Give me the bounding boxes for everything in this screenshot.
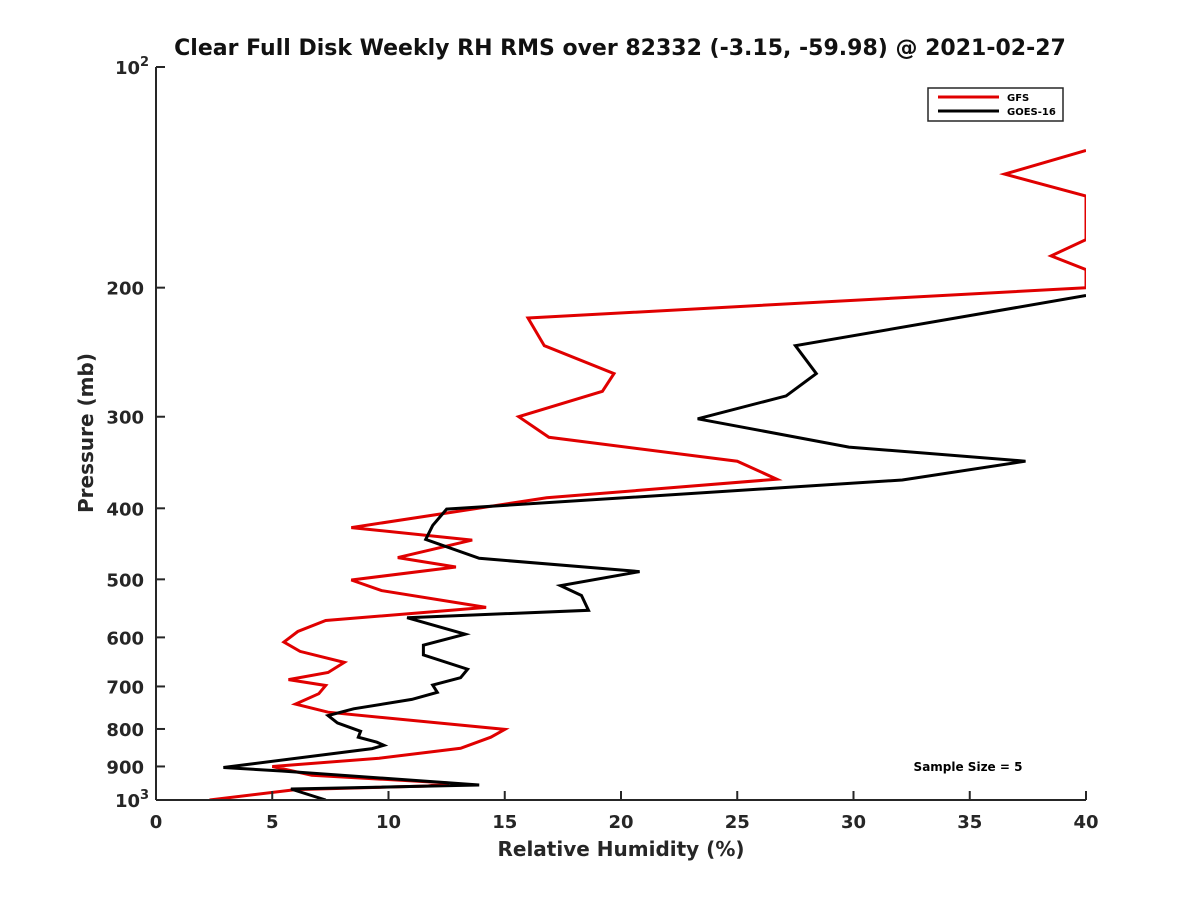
y-tick-label: 600 — [106, 628, 144, 649]
x-tick-label: 35 — [957, 812, 982, 833]
y-tick-exponent: 2 — [140, 55, 149, 70]
series-line-goes-16 — [223, 294, 1086, 800]
y-tick-label: 800 — [106, 720, 144, 741]
x-tick-label: 25 — [725, 812, 750, 833]
series-line-gfs — [209, 149, 1086, 800]
y-tick-label: 10 — [115, 58, 140, 79]
plot-area — [209, 149, 1086, 800]
x-tick-label: 20 — [608, 812, 633, 833]
x-tick-label: 10 — [376, 812, 401, 833]
y-tick-label: 400 — [106, 499, 144, 520]
legend-label-gfs: GFS — [1007, 93, 1029, 104]
legend-label-goes-16: GOES-16 — [1007, 107, 1056, 118]
y-axis-label: Pressure (mb) — [74, 353, 98, 513]
sample-size-annotation: Sample Size = 5 — [914, 760, 1023, 774]
y-tick-label: 10 — [115, 791, 140, 812]
x-tick-label: 40 — [1073, 812, 1098, 833]
x-tick-label: 5 — [266, 812, 279, 833]
legend: GFS GOES-16 — [927, 87, 1064, 122]
x-tick-label: 15 — [492, 812, 517, 833]
chart-title: Clear Full Disk Weekly RH RMS over 82332… — [174, 36, 1066, 61]
y-tick-label: 200 — [106, 279, 144, 300]
y-tick-label: 300 — [106, 408, 144, 429]
x-tick-label: 0 — [150, 812, 163, 833]
y-tick-exponent: 3 — [140, 788, 149, 803]
y-tick-label: 700 — [106, 677, 144, 698]
y-tick-label: 900 — [106, 757, 144, 778]
x-axis-label: Relative Humidity (%) — [497, 837, 744, 861]
x-tick-label: 30 — [841, 812, 866, 833]
y-tick-label: 500 — [106, 570, 144, 591]
legend-box — [927, 87, 1064, 122]
